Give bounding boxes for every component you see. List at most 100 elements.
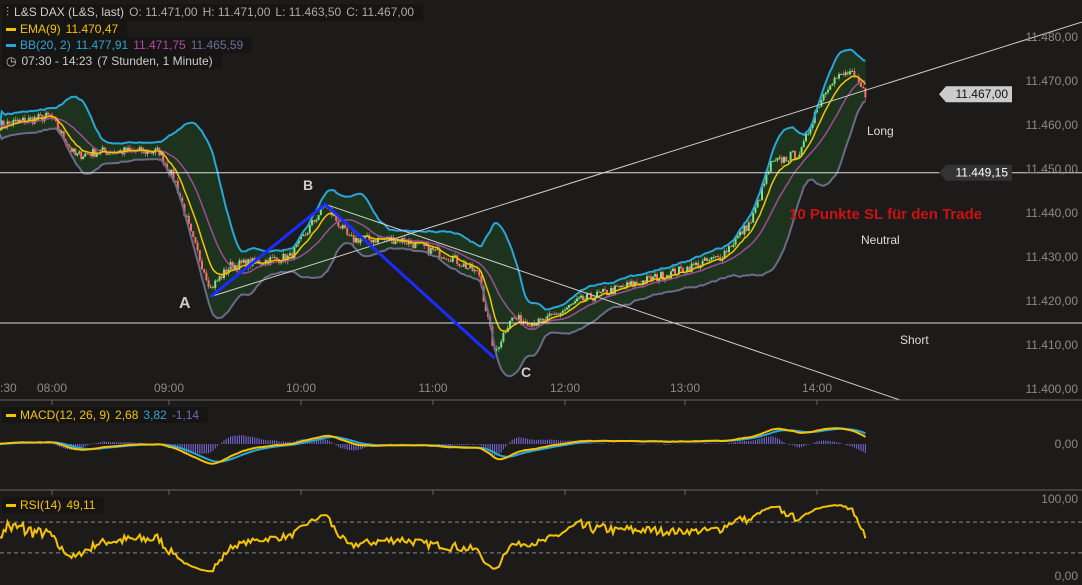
- candle: [820, 100, 823, 107]
- candle: [686, 266, 689, 273]
- candle: [62, 131, 65, 140]
- candle: [557, 313, 560, 315]
- candle: [741, 231, 744, 235]
- candle: [520, 315, 522, 325]
- candle: [293, 246, 296, 259]
- candle: [249, 259, 252, 266]
- candle: [319, 207, 322, 216]
- candle: [794, 150, 796, 159]
- candle: [612, 288, 614, 295]
- candle: [662, 271, 664, 281]
- candle: [12, 120, 15, 125]
- candle: [262, 263, 265, 265]
- candle: [205, 272, 208, 281]
- candle: [129, 147, 131, 151]
- candle: [807, 133, 810, 135]
- candle: [425, 244, 428, 247]
- candle: [695, 262, 697, 265]
- candle: [220, 276, 223, 279]
- candle: [857, 77, 860, 83]
- candle: [754, 207, 757, 213]
- candle: [511, 317, 514, 321]
- candle: [68, 145, 71, 148]
- candle: [756, 199, 759, 208]
- candle: [620, 285, 622, 288]
- candle: [427, 244, 430, 254]
- candle: [74, 148, 77, 156]
- candle: [606, 290, 608, 296]
- candle: [201, 260, 203, 270]
- candle: [306, 233, 309, 235]
- price-tick: 11.400,00: [1026, 382, 1079, 396]
- candle: [269, 257, 272, 265]
- candle: [628, 282, 630, 285]
- bb-upper-value: 11.477,91: [75, 38, 129, 52]
- candle: [72, 148, 75, 152]
- candle: [462, 263, 465, 267]
- candle: [776, 157, 779, 161]
- candle: [732, 244, 735, 247]
- bb-mid-line: [0, 80, 866, 331]
- candle: [10, 122, 13, 125]
- time-tick: 11:00: [418, 381, 447, 395]
- candle: [632, 281, 634, 287]
- macd-legend[interactable]: MACD(12, 26, 9) 2,68 3,82 -1,14: [2, 407, 209, 423]
- rsi-legend[interactable]: RSI(14) 49,11: [2, 497, 105, 513]
- candle: [209, 286, 212, 288]
- candle: [313, 220, 316, 222]
- drawings: 11.467,00 11.449,15: [0, 21, 1082, 401]
- candle: [582, 295, 584, 301]
- candle: [785, 156, 788, 162]
- candle: [374, 239, 377, 243]
- candle: [846, 72, 849, 75]
- candle: [626, 282, 628, 288]
- last-price-label: 11.467,00: [956, 87, 1009, 101]
- candle: [666, 275, 668, 279]
- candle: [377, 237, 379, 243]
- candle: [407, 240, 410, 245]
- interval: (7 Stunden, 1 Minute): [97, 54, 213, 68]
- candle: [315, 219, 318, 222]
- candle: [739, 231, 741, 236]
- candle: [216, 280, 219, 282]
- candle: [56, 121, 59, 130]
- candle: [54, 118, 57, 122]
- label-b: B: [303, 177, 313, 193]
- candle: [432, 247, 434, 250]
- candle: [765, 174, 768, 184]
- trend-line-down: [325, 203, 901, 401]
- candle: [174, 180, 177, 182]
- candle: [357, 237, 360, 243]
- candle: [311, 220, 313, 226]
- candle: [317, 215, 320, 220]
- candle: [614, 285, 616, 295]
- candle: [559, 312, 562, 315]
- rsi-line: [0, 503, 867, 573]
- label-neutral: Neutral: [861, 233, 900, 247]
- candle: [566, 307, 568, 310]
- candle: [247, 259, 250, 269]
- candle: [58, 129, 61, 134]
- ema-legend[interactable]: EMA(9) 11.470,47: [2, 21, 128, 37]
- candle: [555, 313, 558, 315]
- candle: [831, 83, 834, 86]
- candle: [271, 257, 274, 259]
- ema-line: [0, 75, 867, 332]
- candle: [348, 234, 351, 236]
- candle: [719, 256, 722, 261]
- line-price-label: 11.449,15: [956, 166, 1009, 180]
- candle: [29, 117, 32, 119]
- candle: [225, 269, 228, 274]
- candle: [231, 261, 234, 270]
- clock-icon: ◷: [6, 54, 17, 68]
- candle: [580, 295, 582, 298]
- bb-legend[interactable]: BB(20, 2) 11.477,91 11.471,75 11.465,59: [2, 37, 253, 53]
- label-c: C: [521, 364, 531, 380]
- candle: [119, 150, 122, 152]
- price-tick: 11.470,00: [1026, 74, 1079, 88]
- candle: [22, 117, 24, 120]
- candle: [827, 89, 829, 93]
- candle: [668, 275, 670, 279]
- candle: [35, 117, 38, 119]
